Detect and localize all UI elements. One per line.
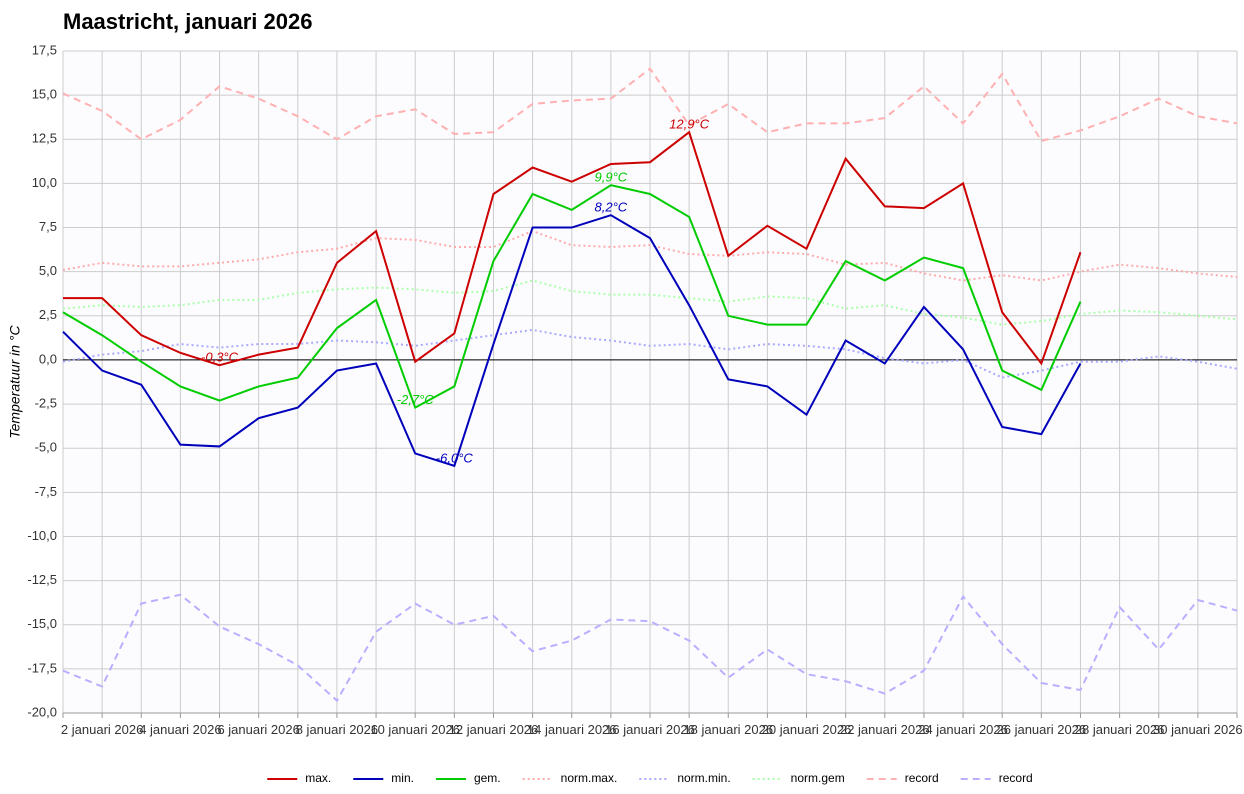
x-tick-label: 6 januari 2026 — [217, 722, 300, 737]
x-tick-label: 24 januari 2026 — [918, 722, 1008, 737]
series-line — [62, 229, 1238, 282]
data-label: 12,9°C — [669, 117, 710, 132]
y-axis-label: Temperatuur in °C — [7, 324, 23, 438]
y-tick-label: 2,5 — [39, 307, 57, 322]
x-tick-label: 10 januari 2026 — [370, 722, 460, 737]
series-line — [62, 67, 1238, 143]
x-tick-label: 20 januari 2026 — [761, 722, 852, 737]
y-tick-label: 7,5 — [39, 219, 57, 234]
y-tick-label: 0,0 — [39, 351, 57, 366]
legend-label: norm.gem — [791, 771, 845, 785]
legend-label: gem. — [474, 771, 501, 785]
x-tick-label: 30 januari 2026 — [1153, 722, 1243, 737]
y-tick-label: -2,5 — [35, 396, 57, 411]
x-tick-label: 8 januari 2026 — [295, 722, 379, 737]
data-label: -2,7°C — [397, 392, 435, 407]
x-tick-label: 28 januari 2026 — [1074, 722, 1165, 737]
x-tick-label: 14 januari 2026 — [526, 722, 617, 737]
data-label: 8,2°C — [595, 200, 628, 215]
series-line — [62, 279, 1238, 326]
y-tick-label: -5,0 — [35, 440, 57, 455]
legend-label: max. — [305, 771, 331, 785]
series-line — [63, 130, 1082, 367]
x-tick-label: 12 januari 2026 — [448, 722, 539, 737]
data-label: -0,3°C — [201, 350, 239, 365]
legend-label: norm.min. — [677, 771, 730, 785]
chart-title: Maastricht, januari 2026 — [63, 9, 312, 34]
y-tick-label: 10,0 — [32, 175, 57, 190]
series-line — [62, 328, 1238, 379]
y-tick-label: 15,0 — [32, 87, 57, 102]
x-tick-label: 2 januari 2026 — [60, 722, 144, 737]
x-tick-label: 4 januari 2026 — [139, 722, 222, 737]
legend-label: norm.max. — [561, 771, 618, 785]
x-tick-label: 26 januari 2026 — [996, 722, 1087, 737]
y-tick-label: -17,5 — [27, 660, 57, 675]
x-tick-label: 16 januari 2026 — [605, 722, 695, 737]
legend-label: min. — [391, 771, 414, 785]
x-tick-label: 22 januari 2026 — [839, 722, 930, 737]
y-tick-label: 12,5 — [32, 131, 57, 146]
y-tick-label: 5,0 — [39, 263, 57, 278]
data-label: -6,0°C — [436, 450, 474, 465]
y-tick-label: -12,5 — [27, 572, 57, 587]
legend-label: record — [905, 771, 939, 785]
series-line — [62, 593, 1238, 703]
data-label: 9,9°C — [595, 170, 628, 185]
y-tick-label: -7,5 — [35, 484, 57, 499]
series-line — [62, 184, 1082, 410]
x-tick-label: 18 januari 2026 — [683, 722, 774, 737]
y-tick-label: 17,5 — [32, 42, 57, 57]
y-tick-label: -15,0 — [27, 616, 57, 631]
y-tick-label: -10,0 — [27, 528, 57, 543]
y-tick-label: -20,0 — [27, 704, 57, 719]
series-line — [62, 214, 1082, 468]
legend-label: record — [999, 771, 1033, 785]
